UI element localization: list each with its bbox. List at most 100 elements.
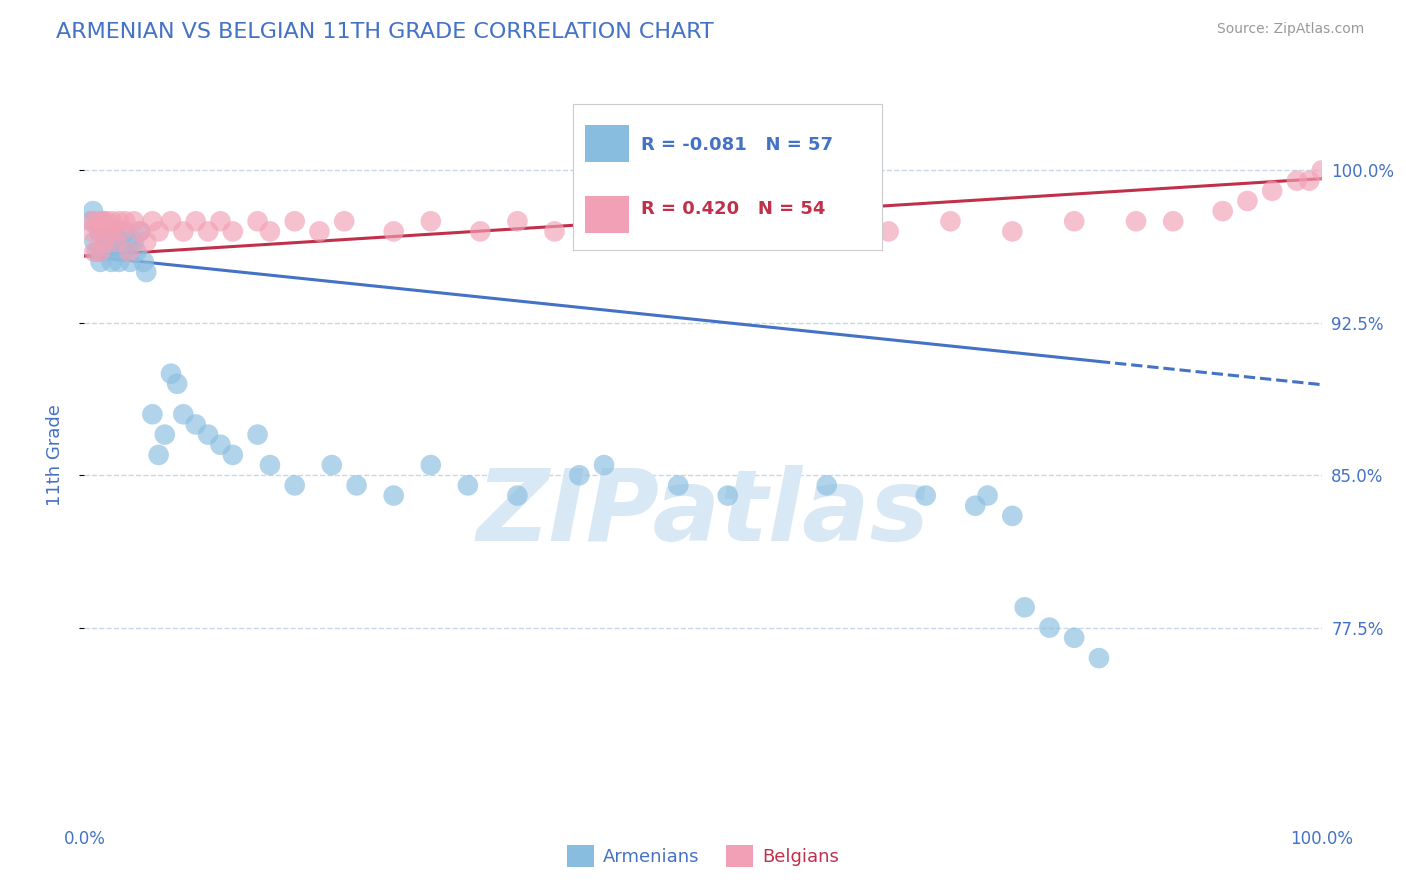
- Point: [246, 427, 269, 442]
- Point: [1125, 214, 1147, 228]
- Point: [122, 235, 145, 249]
- Point: [98, 224, 121, 238]
- Point: [346, 478, 368, 492]
- Point: [104, 235, 127, 249]
- Point: [122, 214, 145, 228]
- Point: [148, 448, 170, 462]
- Point: [333, 214, 356, 228]
- Point: [108, 214, 131, 228]
- Point: [172, 407, 194, 421]
- Point: [93, 235, 115, 249]
- Text: Source: ZipAtlas.com: Source: ZipAtlas.com: [1216, 22, 1364, 37]
- Point: [965, 499, 987, 513]
- Point: [1298, 174, 1320, 188]
- Point: [321, 458, 343, 472]
- Point: [160, 367, 183, 381]
- Point: [129, 224, 152, 238]
- Point: [754, 224, 776, 238]
- Point: [89, 255, 111, 269]
- Point: [114, 224, 136, 238]
- Point: [666, 478, 689, 492]
- Point: [197, 427, 219, 442]
- Point: [1063, 631, 1085, 645]
- Point: [129, 224, 152, 238]
- Point: [82, 214, 104, 228]
- Point: [976, 489, 998, 503]
- Point: [117, 235, 139, 249]
- Point: [110, 224, 132, 238]
- Point: [1285, 174, 1308, 188]
- Point: [419, 214, 441, 228]
- Point: [172, 224, 194, 238]
- Point: [112, 244, 135, 259]
- Point: [457, 478, 479, 492]
- Point: [83, 235, 105, 249]
- Point: [1038, 621, 1060, 635]
- Point: [284, 214, 307, 228]
- Point: [543, 224, 565, 238]
- Point: [104, 224, 127, 238]
- Point: [135, 235, 157, 249]
- Point: [197, 224, 219, 238]
- Point: [91, 214, 114, 228]
- Point: [101, 235, 124, 249]
- Point: [914, 489, 936, 503]
- Point: [160, 214, 183, 228]
- Point: [692, 214, 714, 228]
- Point: [79, 224, 101, 238]
- Point: [382, 489, 405, 503]
- Point: [107, 244, 129, 259]
- Point: [1014, 600, 1036, 615]
- Point: [166, 376, 188, 391]
- Point: [1063, 214, 1085, 228]
- Point: [593, 458, 616, 472]
- Point: [108, 255, 131, 269]
- Point: [89, 244, 111, 259]
- Point: [246, 214, 269, 228]
- Point: [1088, 651, 1111, 665]
- Point: [100, 214, 122, 228]
- Y-axis label: 11th Grade: 11th Grade: [45, 404, 63, 506]
- Point: [1310, 163, 1333, 178]
- Point: [141, 214, 163, 228]
- Point: [89, 224, 111, 238]
- Point: [222, 448, 245, 462]
- Point: [82, 204, 104, 219]
- Point: [815, 478, 838, 492]
- Point: [91, 214, 114, 228]
- Point: [184, 417, 207, 432]
- Point: [1001, 508, 1024, 523]
- Point: [1236, 194, 1258, 208]
- Legend: Armenians, Belgians: Armenians, Belgians: [560, 838, 846, 874]
- Point: [259, 458, 281, 472]
- Point: [506, 489, 529, 503]
- Point: [96, 235, 118, 249]
- Point: [118, 244, 141, 259]
- Point: [96, 214, 118, 228]
- Point: [141, 407, 163, 421]
- Point: [790, 214, 813, 228]
- Point: [110, 235, 132, 249]
- Point: [132, 255, 155, 269]
- Point: [100, 255, 122, 269]
- Point: [125, 244, 148, 259]
- Point: [284, 478, 307, 492]
- Point: [593, 214, 616, 228]
- Point: [382, 224, 405, 238]
- Point: [259, 224, 281, 238]
- Point: [470, 224, 492, 238]
- Point: [1261, 184, 1284, 198]
- Point: [506, 214, 529, 228]
- Point: [86, 214, 108, 228]
- Point: [568, 468, 591, 483]
- Point: [83, 244, 105, 259]
- Point: [666, 224, 689, 238]
- Text: ARMENIAN VS BELGIAN 11TH GRADE CORRELATION CHART: ARMENIAN VS BELGIAN 11TH GRADE CORRELATI…: [56, 22, 714, 42]
- Text: ZIPatlas: ZIPatlas: [477, 465, 929, 562]
- Point: [877, 224, 900, 238]
- Point: [222, 224, 245, 238]
- Point: [86, 244, 108, 259]
- Point: [308, 224, 330, 238]
- Point: [114, 214, 136, 228]
- Point: [93, 244, 115, 259]
